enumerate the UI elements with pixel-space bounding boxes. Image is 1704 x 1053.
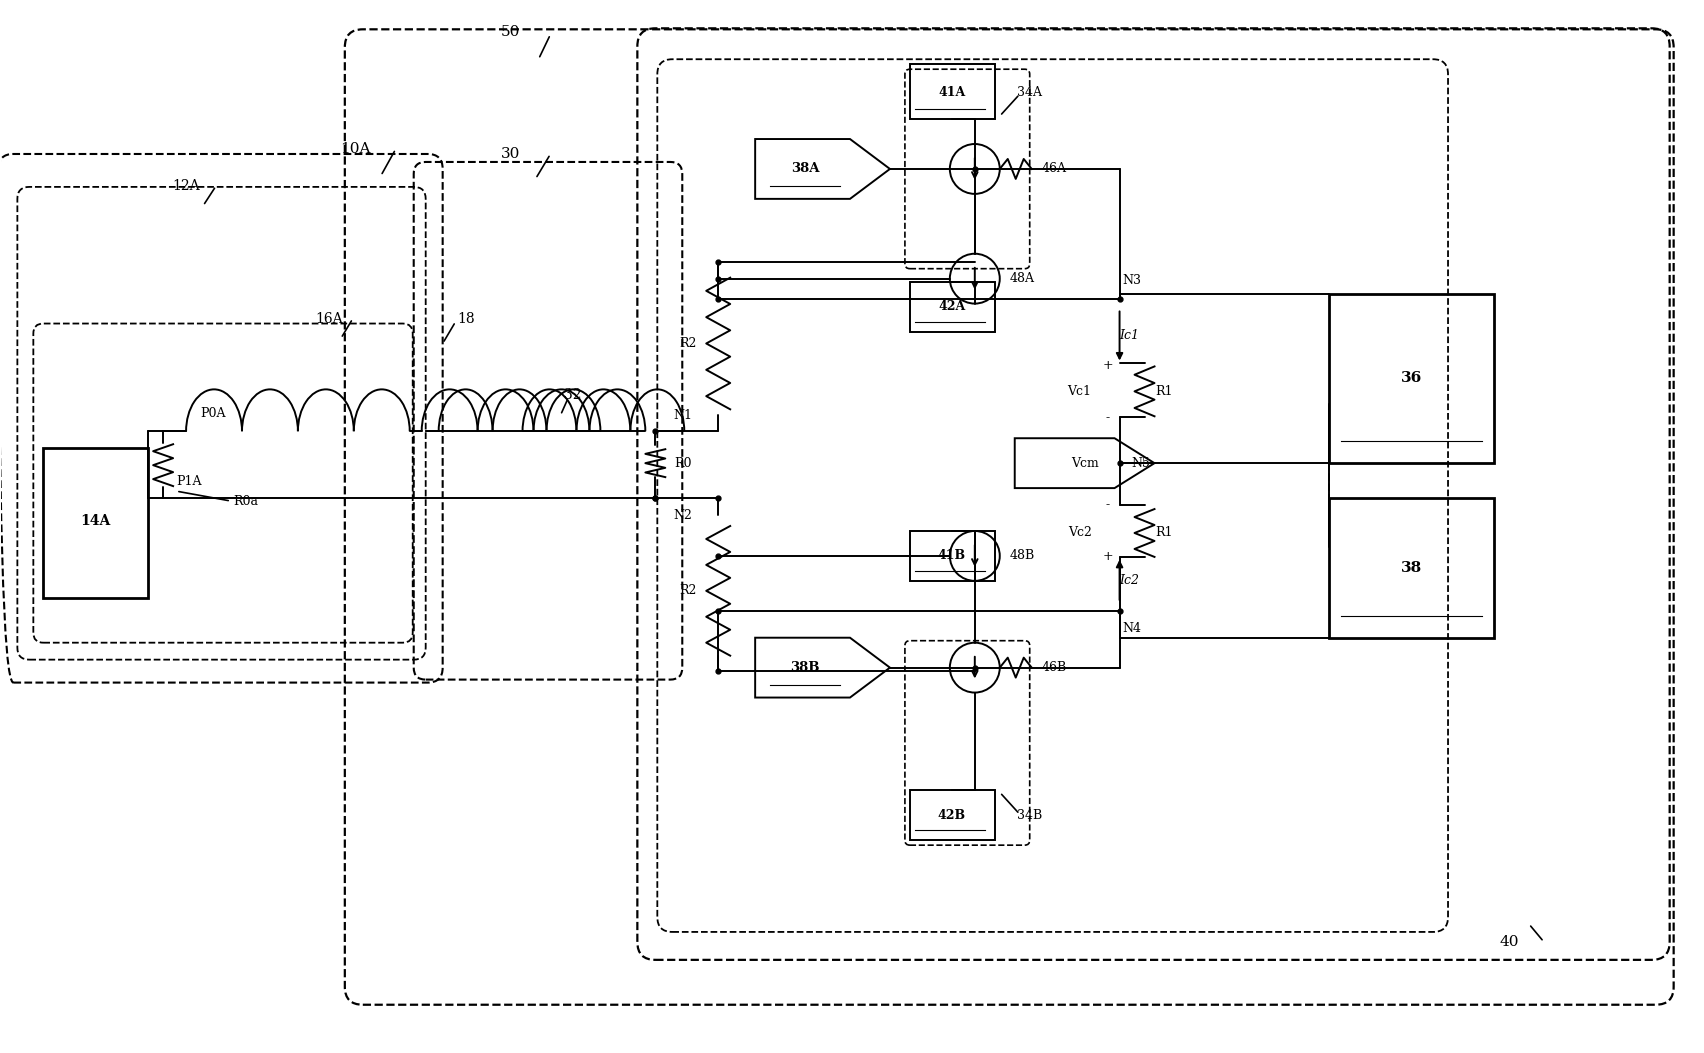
Text: 50: 50 xyxy=(501,25,520,39)
Text: 42A: 42A xyxy=(939,300,966,313)
Text: N4: N4 xyxy=(1121,622,1142,635)
Text: 16A: 16A xyxy=(315,312,343,325)
Bar xyxy=(910,531,995,581)
Text: Vc2: Vc2 xyxy=(1068,526,1092,539)
Text: R0: R0 xyxy=(675,457,692,470)
Text: 38B: 38B xyxy=(791,661,820,674)
Bar xyxy=(43,449,148,598)
Text: Vc1: Vc1 xyxy=(1068,384,1092,398)
Text: 41A: 41A xyxy=(939,85,966,99)
Text: Vcm: Vcm xyxy=(1070,457,1099,470)
Text: +: + xyxy=(1102,551,1113,563)
Text: 46B: 46B xyxy=(1041,661,1067,674)
Text: N3: N3 xyxy=(1121,274,1142,287)
Text: 40: 40 xyxy=(1500,935,1518,949)
Bar xyxy=(910,64,995,119)
Text: 14A: 14A xyxy=(80,514,111,528)
Text: 48A: 48A xyxy=(1010,272,1034,285)
Text: N5: N5 xyxy=(1131,457,1150,470)
Text: -: - xyxy=(1106,411,1109,423)
Bar xyxy=(910,281,995,332)
Text: -: - xyxy=(1106,498,1109,512)
Text: 10A: 10A xyxy=(341,142,371,156)
Text: 42B: 42B xyxy=(937,809,966,821)
Text: 30: 30 xyxy=(501,147,520,161)
Text: N1: N1 xyxy=(673,409,694,422)
Text: 34B: 34B xyxy=(1017,809,1043,821)
Bar xyxy=(910,791,995,840)
Text: R2: R2 xyxy=(680,584,697,597)
Text: Ic1: Ic1 xyxy=(1120,329,1140,342)
Text: R0a: R0a xyxy=(233,495,259,508)
Text: 38: 38 xyxy=(1401,561,1423,575)
Text: 18: 18 xyxy=(457,312,474,325)
Text: +: + xyxy=(1102,359,1113,372)
Text: Ic2: Ic2 xyxy=(1120,574,1140,588)
Bar xyxy=(1329,498,1494,638)
Text: 38A: 38A xyxy=(791,162,820,176)
Text: 48B: 48B xyxy=(1010,550,1034,562)
Text: 46A: 46A xyxy=(1041,162,1067,176)
Text: N2: N2 xyxy=(673,509,694,521)
Text: 41B: 41B xyxy=(937,550,966,562)
Text: R2: R2 xyxy=(680,337,697,350)
Text: 34A: 34A xyxy=(1017,85,1043,99)
Text: R1: R1 xyxy=(1155,526,1174,539)
Text: P1A: P1A xyxy=(176,475,201,488)
Text: P0A: P0A xyxy=(201,406,227,420)
Text: 36: 36 xyxy=(1401,372,1423,385)
Text: 12A: 12A xyxy=(172,179,199,193)
Text: R1: R1 xyxy=(1155,384,1174,398)
Text: 32: 32 xyxy=(564,389,581,402)
Bar xyxy=(1329,294,1494,463)
